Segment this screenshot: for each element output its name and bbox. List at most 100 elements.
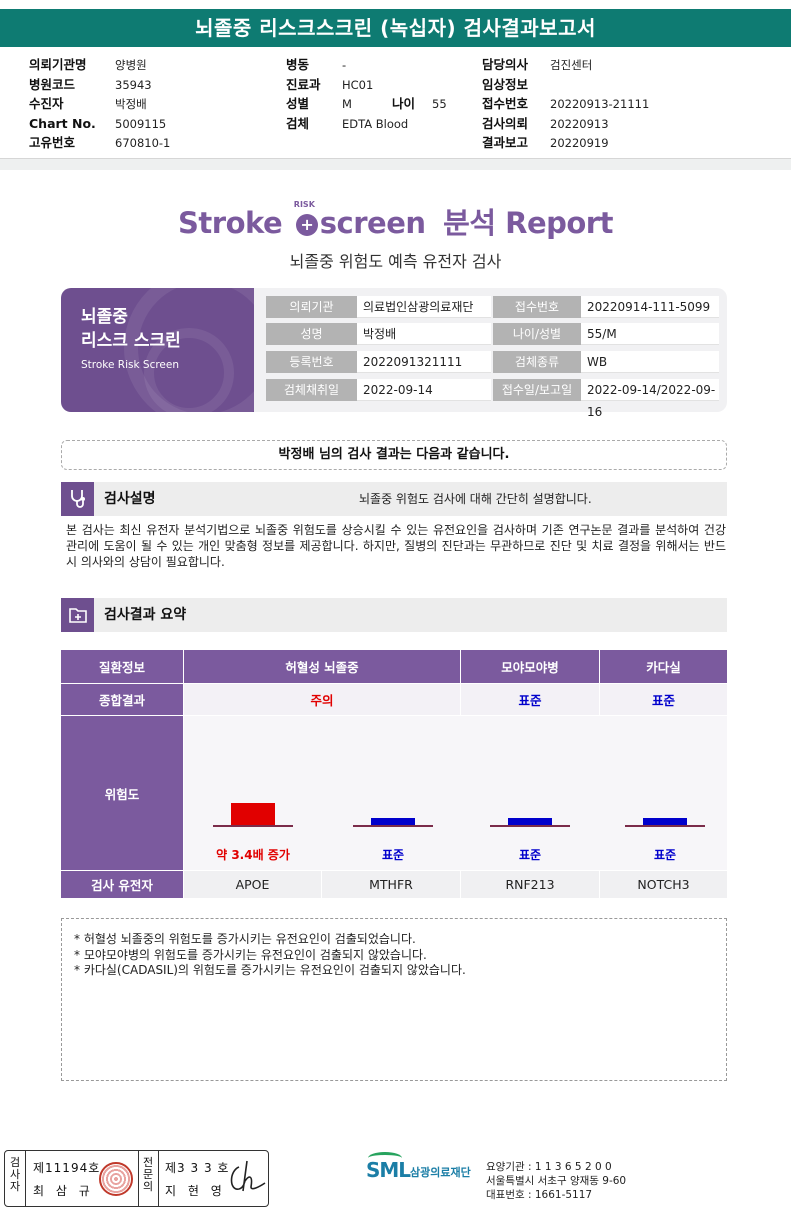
header-value: 20220919 bbox=[550, 136, 609, 150]
header-col-3: 담당의사 검진센터 임상정보 접수번호 20220913-21111 검사의뢰 202… bbox=[482, 55, 649, 153]
header-row: 의뢰기관명 양병원 bbox=[29, 55, 170, 75]
section-title-summary: 검사결과 요약 bbox=[104, 607, 187, 623]
info-side-subtitle: Stroke Risk Screen bbox=[81, 359, 179, 371]
header-row: Chart No. 5009115 bbox=[29, 114, 170, 134]
report-title: 뇌졸중 리스크스크린 (녹십자) 검사결과보고서 bbox=[0, 9, 791, 47]
risk-bar-notch3 bbox=[643, 818, 687, 825]
header-value: EDTA Blood bbox=[342, 116, 409, 131]
info-key: 접수번호 bbox=[493, 296, 581, 318]
info-value: 55/M bbox=[581, 323, 719, 345]
risk-label-apoe: 약 3.4배 증가 bbox=[216, 848, 290, 862]
header-row: 병원코드 35943 bbox=[29, 75, 170, 95]
result-comments: * 허혈성 뇌졸중의 위험도를 증가시키는 유전요인이 검출되었습니다. * 모… bbox=[61, 918, 727, 1081]
header-row: 병동 - bbox=[286, 55, 447, 75]
brand-risk-small: RISK bbox=[293, 200, 315, 209]
header-label: 결과보고 bbox=[482, 135, 529, 150]
checker-license: 제11194호 bbox=[33, 1161, 101, 1175]
divider bbox=[158, 1151, 159, 1206]
header-col-2: 병동 - 진료과 HC01 성별 M 나이 55 검체 EDTA Blood bbox=[286, 55, 447, 133]
comment-line: * 모야모야병의 위험도를 증가시키는 유전요인이 검출되지 않았습니다. bbox=[74, 947, 427, 962]
header-row: 검사의뢰 20220913 bbox=[482, 114, 649, 134]
divider bbox=[25, 1151, 26, 1206]
risk-label: 위험도 bbox=[61, 716, 183, 870]
gene-label: 검사 유전자 bbox=[61, 871, 183, 898]
table-header-disease: 허혈성 뇌졸중 bbox=[184, 650, 460, 683]
brand-stroke: Stroke bbox=[178, 206, 283, 240]
overall-label: 종합결과 bbox=[61, 684, 183, 715]
header-label: 성별 bbox=[286, 96, 310, 111]
checker-name: 최 삼 규 bbox=[33, 1184, 94, 1198]
info-key: 성명 bbox=[266, 323, 357, 345]
header-value: 20220913-21111 bbox=[550, 97, 650, 111]
plus-icon: + bbox=[295, 214, 318, 236]
info-side-title-line2: 리스크 스크린 bbox=[81, 331, 181, 351]
contact-line: 대표번호 : 1661-5117 bbox=[486, 1189, 593, 1201]
gene-cell: APOE bbox=[184, 871, 321, 898]
overall-result-standard: 표준 bbox=[461, 684, 599, 715]
comment-line: * 허혈성 뇌졸중의 위험도를 증가시키는 유전요인이 검출되었습니다. bbox=[74, 932, 416, 946]
info-key: 나이/성별 bbox=[493, 323, 581, 345]
header-row: 임상정보 bbox=[482, 75, 649, 95]
age-label: 나이 bbox=[392, 96, 416, 111]
risk-bar-rnf213 bbox=[508, 818, 552, 825]
organization-name: 삼광의료재단 bbox=[410, 1166, 471, 1179]
seal-stamp-icon bbox=[99, 1162, 133, 1196]
info-card-side-panel: 뇌졸중 리스크 스크린 Stroke Risk Screen bbox=[61, 288, 254, 412]
folder-plus-icon bbox=[61, 598, 94, 632]
header-row: 수진자 박정배 bbox=[29, 94, 170, 114]
info-key: 접수일/보고일 bbox=[493, 379, 581, 401]
risk-label-mthfr: 표준 bbox=[381, 848, 405, 862]
info-side-title: 뇌졸중 리스크 스크린 bbox=[81, 305, 181, 353]
header-label: 병원코드 bbox=[29, 76, 76, 92]
risk-baseline bbox=[490, 825, 570, 827]
risk-baseline bbox=[213, 825, 293, 827]
section-title-explain: 검사설명 bbox=[104, 491, 156, 507]
contact-line: 서울특별시 서초구 양재동 9-60 bbox=[486, 1175, 627, 1187]
info-key: 의뢰기관 bbox=[266, 296, 357, 318]
stethoscope-icon bbox=[61, 482, 94, 516]
header-row: 검체 EDTA Blood bbox=[286, 114, 447, 134]
header-value: 20220913 bbox=[550, 116, 609, 131]
risk-chart-area: 약 3.4배 증가 표준 표준 표준 bbox=[184, 716, 727, 870]
sml-logo: SML 삼광의료재단 bbox=[366, 1152, 471, 1182]
header-label: 의뢰기관명 bbox=[29, 57, 87, 72]
table-header-label: 질환정보 bbox=[61, 650, 183, 683]
header-row: 진료과 HC01 bbox=[286, 75, 447, 95]
header-label: Chart No. bbox=[29, 115, 96, 131]
header-row: 접수번호 20220913-21111 bbox=[482, 94, 649, 114]
info-value: 2022-09-14/2022-09-16 bbox=[581, 379, 719, 419]
info-value: 20220914-111-5099 bbox=[581, 296, 719, 318]
header-value: 박정배 bbox=[115, 97, 147, 111]
table-header-disease: 모야모야병 bbox=[461, 650, 599, 683]
contact-info: 요양기관 : 1 1 3 6 5 2 0 0 서울특별시 서초구 양재동 9-6… bbox=[486, 1160, 626, 1202]
info-value: 2022091321111 bbox=[357, 351, 491, 373]
overall-result-warning: 주의 bbox=[184, 684, 460, 715]
info-key: 등록번호 bbox=[266, 351, 357, 373]
header-row: 담당의사 검진센터 bbox=[482, 55, 649, 75]
divider bbox=[138, 1151, 139, 1206]
info-value: 2022-09-14 bbox=[357, 379, 491, 401]
brand-risk-mark: RISK + bbox=[292, 200, 320, 240]
brand-screen: screen bbox=[319, 206, 426, 240]
header-row: 고유번호 670810-1 bbox=[29, 133, 170, 153]
header-value: 양병원 bbox=[115, 58, 147, 72]
info-key: 검체종류 bbox=[493, 351, 581, 373]
patient-info-card: 뇌졸중 리스크 스크린 Stroke Risk Screen 의뢰기관 의료법인… bbox=[61, 288, 727, 419]
header-label: 임상정보 bbox=[482, 76, 529, 92]
risk-label-rnf213: 표준 bbox=[518, 848, 542, 862]
gene-cell: MTHFR bbox=[322, 871, 460, 898]
header-divider bbox=[0, 158, 791, 170]
header-value: - bbox=[342, 58, 347, 72]
header-label: 검사의뢰 bbox=[482, 115, 529, 131]
header-row: 결과보고 20220919 bbox=[482, 133, 649, 153]
reviewer-license: 제3 3 3 호 bbox=[165, 1161, 230, 1175]
gene-cell: NOTCH3 bbox=[600, 871, 727, 898]
header-value: M bbox=[342, 97, 352, 111]
risk-bar-apoe bbox=[231, 803, 275, 825]
info-value: 의료법인삼광의료재단 bbox=[357, 296, 491, 318]
risk-baseline bbox=[353, 825, 433, 827]
info-value: WB bbox=[581, 351, 719, 373]
header-col-1: 의뢰기관명 양병원 병원코드 35943 수진자 박정배 Chart No. 50091… bbox=[29, 55, 170, 153]
